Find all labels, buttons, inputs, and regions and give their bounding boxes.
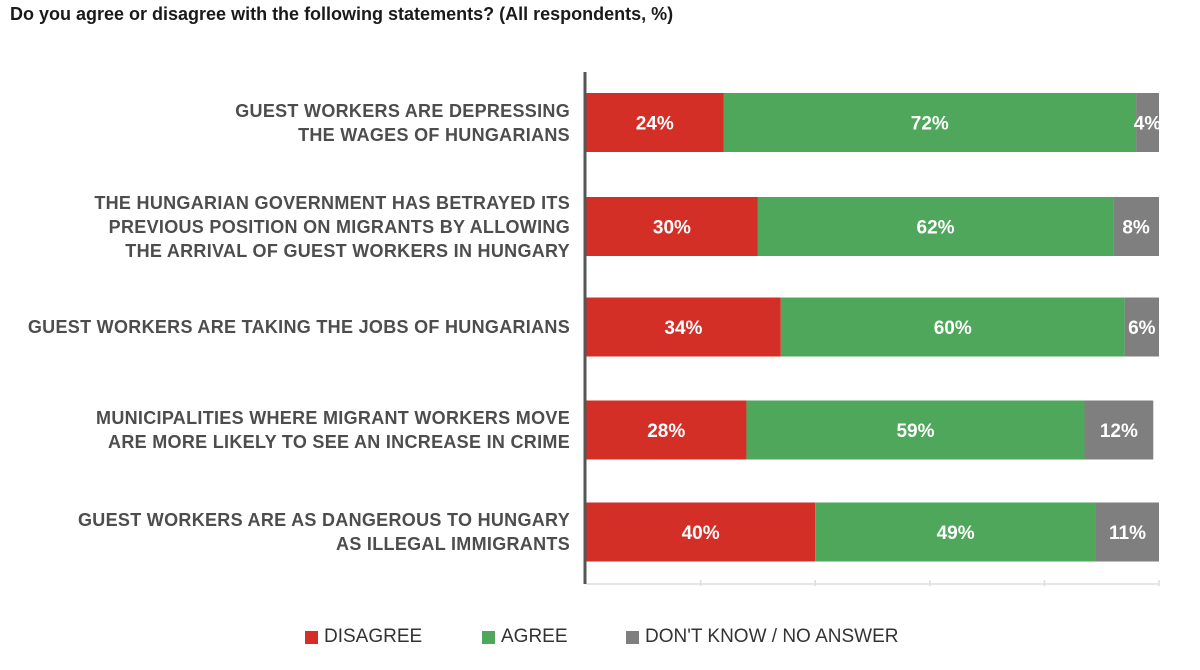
bar-label-agree-2: 60% — [934, 318, 972, 339]
bar-label-agree-4: 49% — [937, 523, 975, 544]
bar-dont_know-4 — [1095, 502, 1159, 562]
bar-label-agree-0: 72% — [911, 114, 949, 135]
bar-disagree-2 — [586, 297, 781, 357]
category-label-0: GUEST WORKERS ARE DEPRESSING THE WAGES O… — [235, 100, 570, 145]
bar-dont_know-0 — [1136, 93, 1159, 152]
legend-label-dont-know: DON'T KNOW / NO ANSWER — [645, 626, 899, 647]
legend-label-disagree: DISAGREE — [324, 626, 423, 647]
legend-label-agree: AGREE — [501, 626, 568, 647]
bar-label-agree-1: 62% — [917, 218, 955, 239]
bar-label-dont_know-4: 11% — [1109, 523, 1146, 544]
bar-dont_know-3 — [1084, 400, 1154, 460]
legend-item-dont-know: DON'T KNOW / NO ANSWER — [626, 626, 898, 648]
bar-agree-2 — [780, 297, 1125, 357]
bar-label-disagree-2: 34% — [664, 318, 702, 339]
category-label-4: GUEST WORKERS ARE AS DANGEROUS TO HUNGAR… — [78, 510, 570, 554]
bar-dont_know-1 — [1113, 197, 1159, 256]
bar-disagree-0 — [586, 93, 724, 152]
bar-disagree-1 — [586, 197, 758, 256]
legend-swatch-dont-know — [626, 630, 639, 644]
legend-swatch-agree — [482, 630, 495, 644]
legend-item-disagree: DISAGREE — [305, 626, 422, 648]
bar-agree-3 — [746, 400, 1085, 460]
bar-label-disagree-1: 30% — [653, 218, 691, 239]
bar-agree-4 — [815, 502, 1096, 562]
bar-label-dont_know-0: 4% — [1134, 114, 1162, 135]
category-label-3: MUNICIPALITIES WHERE MIGRANT WORKERS MOV… — [96, 408, 570, 452]
bar-dont_know-2 — [1124, 297, 1159, 357]
category-label-2: GUEST WORKERS ARE TAKING THE JOBS OF HUN… — [27, 317, 570, 337]
bar-disagree-3 — [586, 400, 747, 460]
bar-label-dont_know-3: 12% — [1100, 421, 1138, 442]
bar-label-disagree-0: 24% — [636, 114, 674, 135]
chart-title: Do you agree or disagree with the follow… — [10, 4, 674, 24]
bar-label-dont_know-2: 6% — [1128, 318, 1156, 339]
legend-swatch-disagree — [305, 630, 318, 644]
bar-label-dont_know-1: 8% — [1122, 218, 1150, 239]
legend: DISAGREE AGREE DON'T KNOW / NO ANSWER — [0, 626, 1200, 650]
bar-label-disagree-3: 28% — [647, 421, 685, 442]
bar-label-disagree-4: 40% — [682, 523, 720, 544]
bar-disagree-4 — [586, 502, 816, 562]
category-label-1: THE HUNGARIAN GOVERNMENT HAS BETRAYED IT… — [94, 192, 570, 261]
bar-agree-1 — [757, 197, 1114, 256]
bar-label-agree-3: 59% — [896, 421, 934, 442]
legend-item-agree: AGREE — [482, 626, 568, 648]
bar-agree-0 — [723, 93, 1137, 152]
